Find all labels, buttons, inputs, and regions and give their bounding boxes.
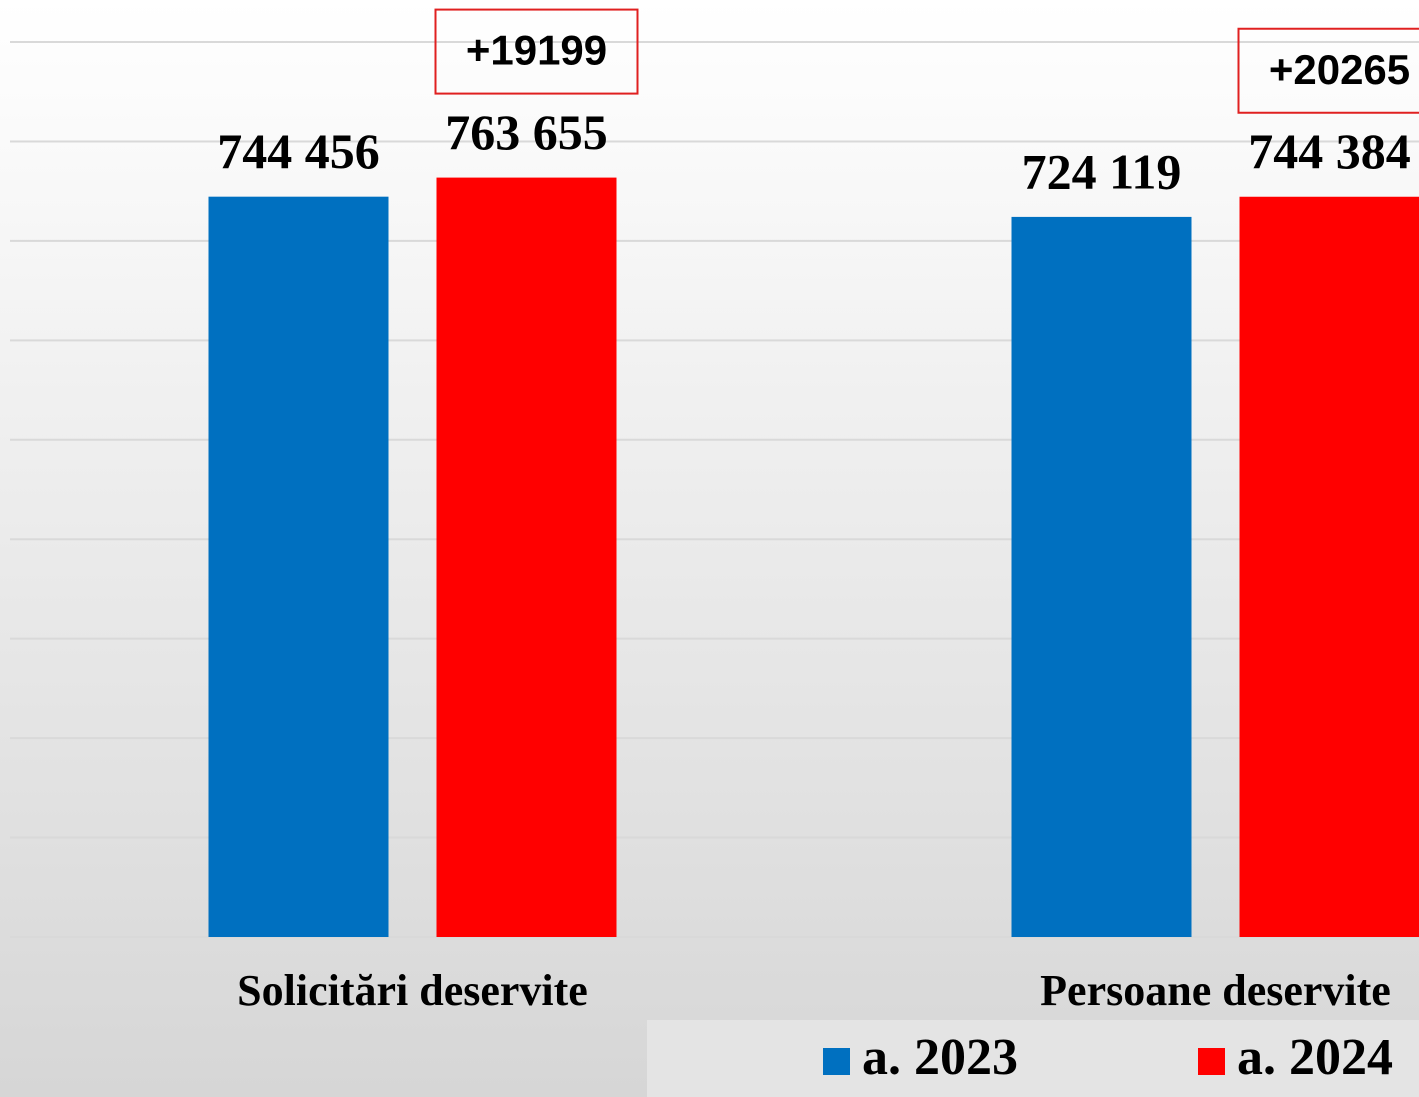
- legend-label: a. 2023: [862, 1029, 1018, 1086]
- legend-swatch: [823, 1048, 850, 1075]
- annotation-box: [434, 8, 639, 95]
- annotation-box: [1237, 27, 1419, 114]
- bar: [1239, 196, 1419, 937]
- annotation: +20265: [1269, 46, 1410, 93]
- value-label: 724 119: [1022, 143, 1182, 199]
- legend-swatch: [1198, 1048, 1225, 1075]
- bar: [1011, 216, 1192, 938]
- x-tick-label: Solicitări deservite: [237, 966, 588, 1015]
- annotation: +19199: [466, 27, 607, 74]
- legend-background: [647, 1020, 1419, 1097]
- value-label: 763 655: [445, 104, 608, 160]
- bar: [436, 177, 617, 937]
- x-tick-label: Persoane deservite: [1040, 966, 1391, 1015]
- value-label: 744 384: [1248, 123, 1411, 179]
- legend-label: a. 2024: [1237, 1029, 1393, 1086]
- value-label: 744 456: [217, 123, 380, 179]
- bar: [208, 196, 389, 937]
